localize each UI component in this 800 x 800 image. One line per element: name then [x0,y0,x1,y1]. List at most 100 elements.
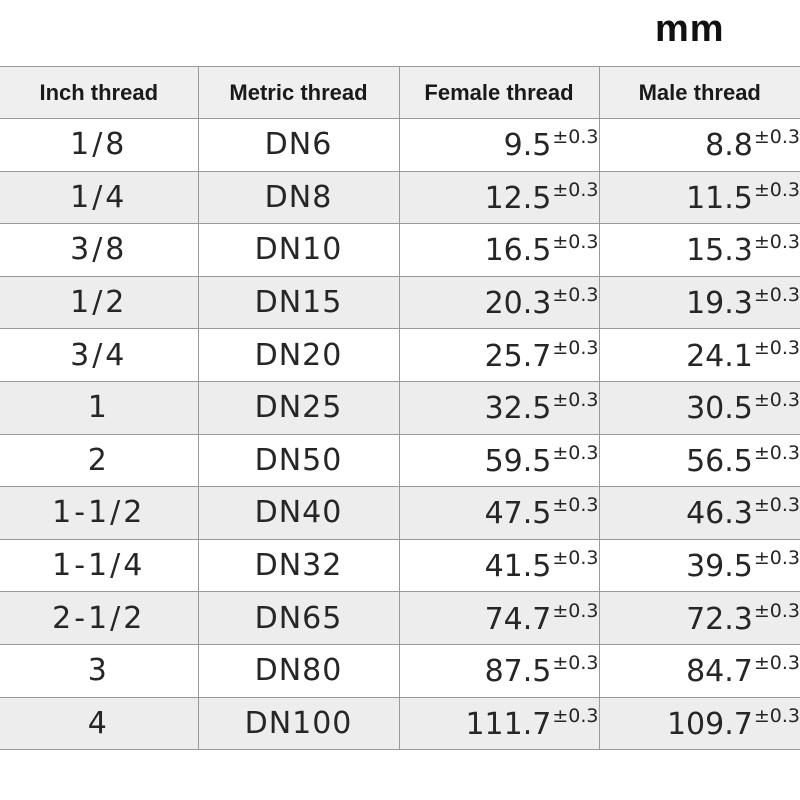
male-thread-cell: 72.3±0.3 [598,591,800,645]
table-row: 2 DN50 59.5±0.3 56.5±0.3 [0,433,800,488]
table-row: 1-1/2 DN40 47.5±0.3 46.3±0.3 [0,486,800,540]
male-thread-cell-tolerance: ±0.3 [753,704,800,727]
female-thread-cell-value: 87.5 [484,654,552,690]
female-thread-cell-value: 74.7 [484,601,552,637]
inch-thread-cell: 3/8 [0,223,199,277]
female-thread-cell: 74.7±0.3 [398,591,600,645]
inch-thread-cell: 2-1/2 [0,591,199,645]
male-thread-cell-value: 24.1 [686,338,753,374]
unit-label: mm [655,8,725,50]
metric-thread-cell-value: DN32 [254,548,343,584]
metric-thread-cell: DN25 [197,380,400,435]
male-thread-cell: 19.3±0.3 [598,275,800,330]
male-thread-cell: 30.5±0.3 [598,380,800,435]
table-row: 1-1/4 DN32 41.5±0.3 39.5±0.3 [0,538,800,593]
metric-thread-cell-value: DN25 [254,390,343,426]
metric-thread-cell: DN32 [197,538,400,593]
inch-thread-cell-value: 1/4 [70,179,128,215]
inch-thread-cell: 1/2 [0,275,199,330]
metric-thread-cell-value: DN50 [254,442,343,478]
female-thread-cell-tolerance: ±0.3 [552,599,599,622]
inch-thread-cell: 1 [0,380,199,435]
male-thread-cell-tolerance: ±0.3 [753,599,800,622]
male-thread-cell-value: 56.5 [686,443,753,479]
female-thread-cell: 47.5±0.3 [398,486,600,540]
female-thread-cell-value: 41.5 [484,549,552,585]
inch-thread-cell-value: 1 [87,390,110,426]
female-thread-cell-value: 12.5 [484,180,552,216]
male-thread-cell-tolerance: ±0.3 [753,336,800,359]
male-thread-cell-tolerance: ±0.3 [753,231,800,254]
male-thread-cell-value: 46.3 [686,496,753,532]
male-thread-cell: 56.5±0.3 [598,433,800,488]
metric-thread-cell: DN40 [197,486,400,540]
female-thread-cell: 59.5±0.3 [398,433,600,488]
female-thread-cell-value: 32.5 [484,391,552,427]
table-row: 3/8 DN10 16.5±0.3 15.3±0.3 [0,223,800,277]
metric-thread-cell: DN20 [197,328,400,382]
inch-thread-cell-value: 3/8 [70,232,128,268]
male-thread-cell-value: 30.5 [686,391,753,427]
inch-thread-cell-value: 2 [87,442,110,478]
inch-thread-cell-value: 1-1/2 [52,495,146,531]
female-thread-cell-tolerance: ±0.3 [552,441,599,464]
male-thread-cell-tolerance: ±0.3 [753,284,800,307]
table-row: 3 DN80 87.5±0.3 84.7±0.3 [0,643,800,698]
female-thread-cell-tolerance: ±0.3 [552,178,599,201]
male-thread-cell: 8.8±0.3 [598,118,800,172]
inch-thread-cell-value: 3/4 [70,337,128,373]
table-row: 1 DN25 32.5±0.3 30.5±0.3 [0,380,800,435]
female-thread-cell-tolerance: ±0.3 [552,231,599,254]
metric-thread-cell: DN65 [197,591,400,645]
male-thread-cell-tolerance: ±0.3 [753,178,800,201]
inch-thread-cell: 3 [0,643,199,698]
male-thread-cell-value: 8.8 [705,128,753,164]
metric-thread-cell-value: DN65 [254,600,343,636]
table-body: 1/8 DN6 9.5±0.3 8.8±0.3 1/4 DN8 12.5±0.3 11.5±0… [0,118,800,751]
male-thread-cell: 84.7±0.3 [598,643,800,698]
female-thread-cell-tolerance: ±0.3 [552,652,599,675]
female-thread-cell: 16.5±0.3 [398,223,600,277]
female-thread-cell-tolerance: ±0.3 [552,284,599,307]
table-row: 1/2 DN15 20.3±0.3 19.3±0.3 [0,275,800,330]
metric-thread-cell: DN50 [197,433,400,488]
female-thread-cell: 9.5±0.3 [398,118,600,172]
male-thread-cell-value: 84.7 [686,654,753,690]
inch-thread-cell-value: 2-1/2 [52,600,146,636]
female-thread-cell: 25.7±0.3 [398,328,600,382]
female-thread-cell-tolerance: ±0.3 [552,704,599,727]
female-thread-cell-value: 9.5 [503,128,552,164]
table-row: 2-1/2 DN65 74.7±0.3 72.3±0.3 [0,591,800,645]
male-thread-cell-value: 39.5 [686,549,753,585]
female-thread-cell: 87.5±0.3 [398,643,600,698]
male-thread-cell-tolerance: ±0.3 [753,126,800,149]
inch-thread-cell-value: 3 [87,653,110,689]
male-thread-cell: 39.5±0.3 [598,538,800,593]
female-thread-cell: 12.5±0.3 [398,170,600,225]
metric-thread-cell-value: DN8 [264,179,333,215]
male-thread-cell-tolerance: ±0.3 [753,547,800,570]
male-thread-cell: 11.5±0.3 [598,170,800,225]
inch-thread-cell-value: 4 [87,705,110,741]
inch-thread-cell: 1/8 [0,118,199,172]
male-thread-cell-value: 11.5 [686,180,753,216]
inch-thread-cell-value: 1-1/4 [52,548,146,584]
inch-thread-cell: 1-1/2 [0,486,199,540]
male-thread-cell-tolerance: ±0.3 [753,494,800,517]
metric-thread-cell-value: DN6 [264,127,333,163]
inch-thread-cell: 4 [0,696,199,751]
table-row: 1/4 DN8 12.5±0.3 11.5±0.3 [0,170,800,225]
female-thread-cell-tolerance: ±0.3 [552,547,599,570]
female-thread-cell-tolerance: ±0.3 [552,126,599,149]
female-thread-cell: 41.5±0.3 [398,538,600,593]
metric-thread-cell: DN80 [197,643,400,698]
metric-thread-cell: DN10 [197,223,400,277]
female-thread-cell-tolerance: ±0.3 [552,336,599,359]
male-thread-cell-value: 15.3 [686,233,753,269]
male-thread-cell-tolerance: ±0.3 [753,652,800,675]
header-female-thread: Female thread [398,66,600,119]
female-thread-cell-value: 20.3 [484,286,552,322]
female-thread-cell-tolerance: ±0.3 [552,494,599,517]
table-row: 3/4 DN20 25.7±0.3 24.1±0.3 [0,328,800,382]
inch-thread-cell: 3/4 [0,328,199,382]
